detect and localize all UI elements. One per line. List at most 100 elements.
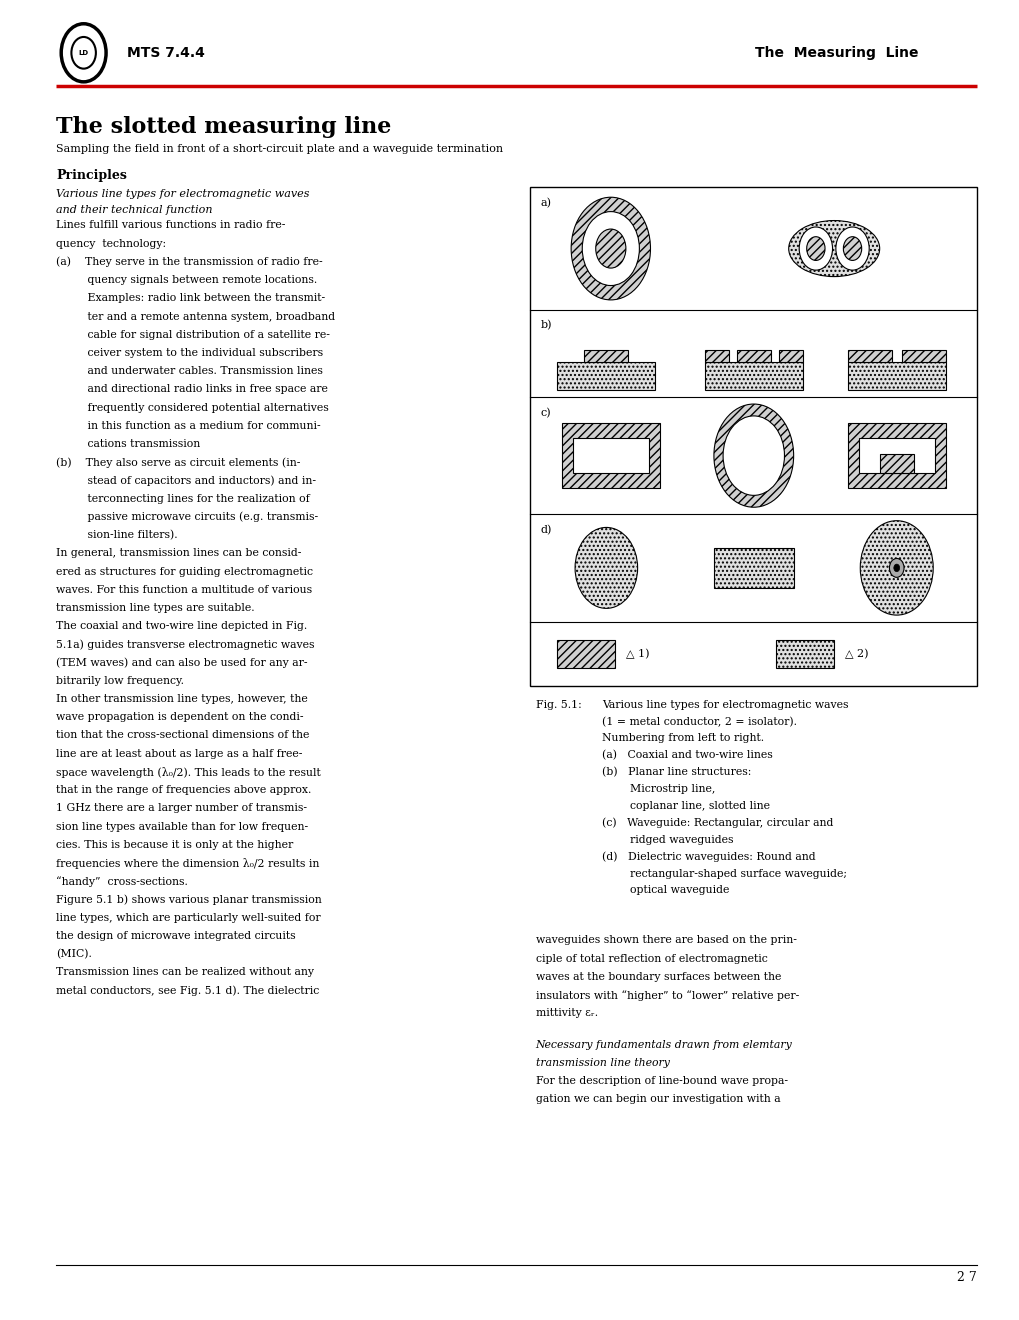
Text: quency signals between remote locations.: quency signals between remote locations. (56, 275, 317, 285)
Bar (704, 362, 802, 389)
Circle shape (806, 236, 824, 260)
Text: and directional radio links in free space are: and directional radio links in free spac… (56, 384, 328, 395)
Circle shape (835, 227, 868, 271)
Text: metal conductors, see Fig. 5.1 d). The dielectric: metal conductors, see Fig. 5.1 d). The d… (56, 986, 319, 997)
Bar (847, 350, 891, 362)
Text: rectangular-shaped surface waveguide;: rectangular-shaped surface waveguide; (601, 869, 846, 879)
Bar (704, 350, 728, 362)
Text: In other transmission line types, however, the: In other transmission line types, howeve… (56, 694, 308, 704)
Bar (775, 640, 834, 668)
Text: that in the range of frequencies above approx.: that in the range of frequencies above a… (56, 785, 311, 795)
Bar (878, 454, 913, 474)
Circle shape (571, 197, 650, 300)
Bar (573, 438, 648, 474)
Text: waveguides shown there are based on the prin-: waveguides shown there are based on the … (535, 936, 796, 945)
Bar (584, 350, 628, 362)
Text: transmission line types are suitable.: transmission line types are suitable. (56, 603, 255, 612)
Text: Lines fulfill various functions in radio fre-: Lines fulfill various functions in radio… (56, 220, 285, 231)
Text: and underwater cables. Transmission lines: and underwater cables. Transmission line… (56, 366, 323, 376)
Text: The slotted measuring line: The slotted measuring line (56, 116, 391, 139)
Text: line are at least about as large as a half free-: line are at least about as large as a ha… (56, 748, 303, 759)
Text: c): c) (540, 408, 550, 418)
Text: “handy”  cross-sections.: “handy” cross-sections. (56, 876, 187, 887)
Text: 5.1a) guides transverse electromagnetic waves: 5.1a) guides transverse electromagnetic … (56, 639, 314, 649)
Text: d): d) (540, 525, 551, 535)
Text: For the description of line-bound wave propa-: For the description of line-bound wave p… (535, 1076, 787, 1086)
Text: (b)    They also serve as circuit elements (in-: (b) They also serve as circuit elements … (56, 457, 301, 467)
Text: (a)    They serve in the transmission of radio fre-: (a) They serve in the transmission of ra… (56, 257, 322, 268)
Text: sion line types available than for low frequen-: sion line types available than for low f… (56, 821, 308, 832)
Text: space wavelength (λ₀/2). This leads to the result: space wavelength (λ₀/2). This leads to t… (56, 767, 321, 777)
Text: sion-line filters).: sion-line filters). (56, 531, 177, 540)
Text: The coaxial and two-wire line depicted in Fig.: The coaxial and two-wire line depicted i… (56, 622, 307, 631)
Text: Various line types for electromagnetic waves: Various line types for electromagnetic w… (56, 189, 310, 199)
Circle shape (859, 520, 932, 615)
Bar (779, 350, 802, 362)
Text: LD: LD (78, 50, 89, 55)
Circle shape (71, 37, 96, 69)
Text: (TEM waves) and can also be used for any ar-: (TEM waves) and can also be used for any… (56, 657, 308, 668)
Text: gation we can begin our investigation with a: gation we can begin our investigation wi… (535, 1094, 780, 1105)
Text: optical waveguide: optical waveguide (601, 886, 729, 895)
Ellipse shape (788, 220, 878, 277)
Text: in this function as a medium for communi-: in this function as a medium for communi… (56, 421, 320, 430)
Text: terconnecting lines for the realization of: terconnecting lines for the realization … (56, 494, 310, 504)
Bar (713, 548, 793, 589)
Bar (847, 424, 945, 488)
Text: cations transmission: cations transmission (56, 440, 200, 449)
Text: coplanar line, slotted line: coplanar line, slotted line (601, 801, 769, 810)
Text: ciple of total reflection of electromagnetic: ciple of total reflection of electromagn… (535, 953, 766, 964)
Text: △ 2): △ 2) (845, 649, 868, 659)
Text: (1 = metal conductor, 2 = isolator).: (1 = metal conductor, 2 = isolator). (601, 717, 796, 727)
Text: △ 1): △ 1) (626, 649, 649, 659)
Text: (d)   Dielectric waveguides: Round and: (d) Dielectric waveguides: Round and (601, 851, 814, 862)
Text: ered as structures for guiding electromagnetic: ered as structures for guiding electroma… (56, 566, 313, 577)
Circle shape (722, 416, 784, 495)
Bar (847, 362, 945, 389)
Text: cies. This is because it is only at the higher: cies. This is because it is only at the … (56, 840, 293, 850)
Circle shape (799, 227, 832, 271)
Circle shape (889, 558, 903, 577)
Text: and their technical function: and their technical function (56, 205, 212, 215)
Text: insulators with “higher” to “lower” relative per-: insulators with “higher” to “lower” rela… (535, 990, 798, 1001)
Text: passive microwave circuits (e.g. transmis-: passive microwave circuits (e.g. transmi… (56, 512, 318, 523)
Text: b): b) (540, 321, 551, 330)
Text: In general, transmission lines can be consid-: In general, transmission lines can be co… (56, 548, 302, 558)
Text: Sampling the field in front of a short-circuit plate and a waveguide termination: Sampling the field in front of a short-c… (56, 144, 502, 154)
Circle shape (575, 528, 637, 609)
Bar (530, 187, 976, 686)
Text: ter and a remote antenna system, broadband: ter and a remote antenna system, broadba… (56, 312, 335, 322)
Text: tion that the cross-sectional dimensions of the: tion that the cross-sectional dimensions… (56, 730, 309, 741)
Bar (901, 350, 945, 362)
Text: (a)   Coaxial and two-wire lines: (a) Coaxial and two-wire lines (601, 750, 771, 760)
Circle shape (713, 404, 793, 507)
Bar (736, 350, 770, 362)
Text: MTS 7.4.4: MTS 7.4.4 (127, 46, 205, 59)
Circle shape (582, 211, 639, 285)
Text: (c)   Waveguide: Rectangular, circular and: (c) Waveguide: Rectangular, circular and (601, 818, 833, 829)
Text: waves at the boundary surfaces between the: waves at the boundary surfaces between t… (535, 972, 781, 982)
Text: 2 7: 2 7 (957, 1271, 976, 1284)
Bar (561, 424, 659, 488)
Text: mittivity εᵣ.: mittivity εᵣ. (535, 1008, 597, 1018)
Text: a): a) (540, 198, 551, 209)
Text: The  Measuring  Line: The Measuring Line (754, 46, 917, 59)
Text: ceiver system to the individual subscribers: ceiver system to the individual subscrib… (56, 348, 323, 358)
Text: waves. For this function a multitude of various: waves. For this function a multitude of … (56, 585, 312, 595)
Circle shape (595, 230, 626, 268)
Text: bitrarily low frequency.: bitrarily low frequency. (56, 676, 183, 686)
Text: (MIC).: (MIC). (56, 949, 92, 960)
Text: (b)   Planar line structures:: (b) Planar line structures: (601, 767, 750, 777)
Circle shape (843, 236, 861, 260)
Text: Examples: radio link between the transmit-: Examples: radio link between the transmi… (56, 293, 325, 304)
Bar (858, 438, 933, 474)
Text: cable for signal distribution of a satellite re-: cable for signal distribution of a satel… (56, 330, 330, 339)
Text: Fig. 5.1:: Fig. 5.1: (535, 700, 581, 710)
Text: frequently considered potential alternatives: frequently considered potential alternat… (56, 403, 328, 413)
Text: line types, which are particularly well-suited for: line types, which are particularly well-… (56, 912, 320, 923)
Text: 1 GHz there are a larger number of transmis-: 1 GHz there are a larger number of trans… (56, 804, 307, 813)
Text: wave propagation is dependent on the condi-: wave propagation is dependent on the con… (56, 713, 304, 722)
Text: frequencies where the dimension λ₀/2 results in: frequencies where the dimension λ₀/2 res… (56, 858, 319, 869)
Text: Numbering from left to right.: Numbering from left to right. (601, 734, 763, 743)
Text: stead of capacitors and inductors) and in-: stead of capacitors and inductors) and i… (56, 475, 316, 486)
